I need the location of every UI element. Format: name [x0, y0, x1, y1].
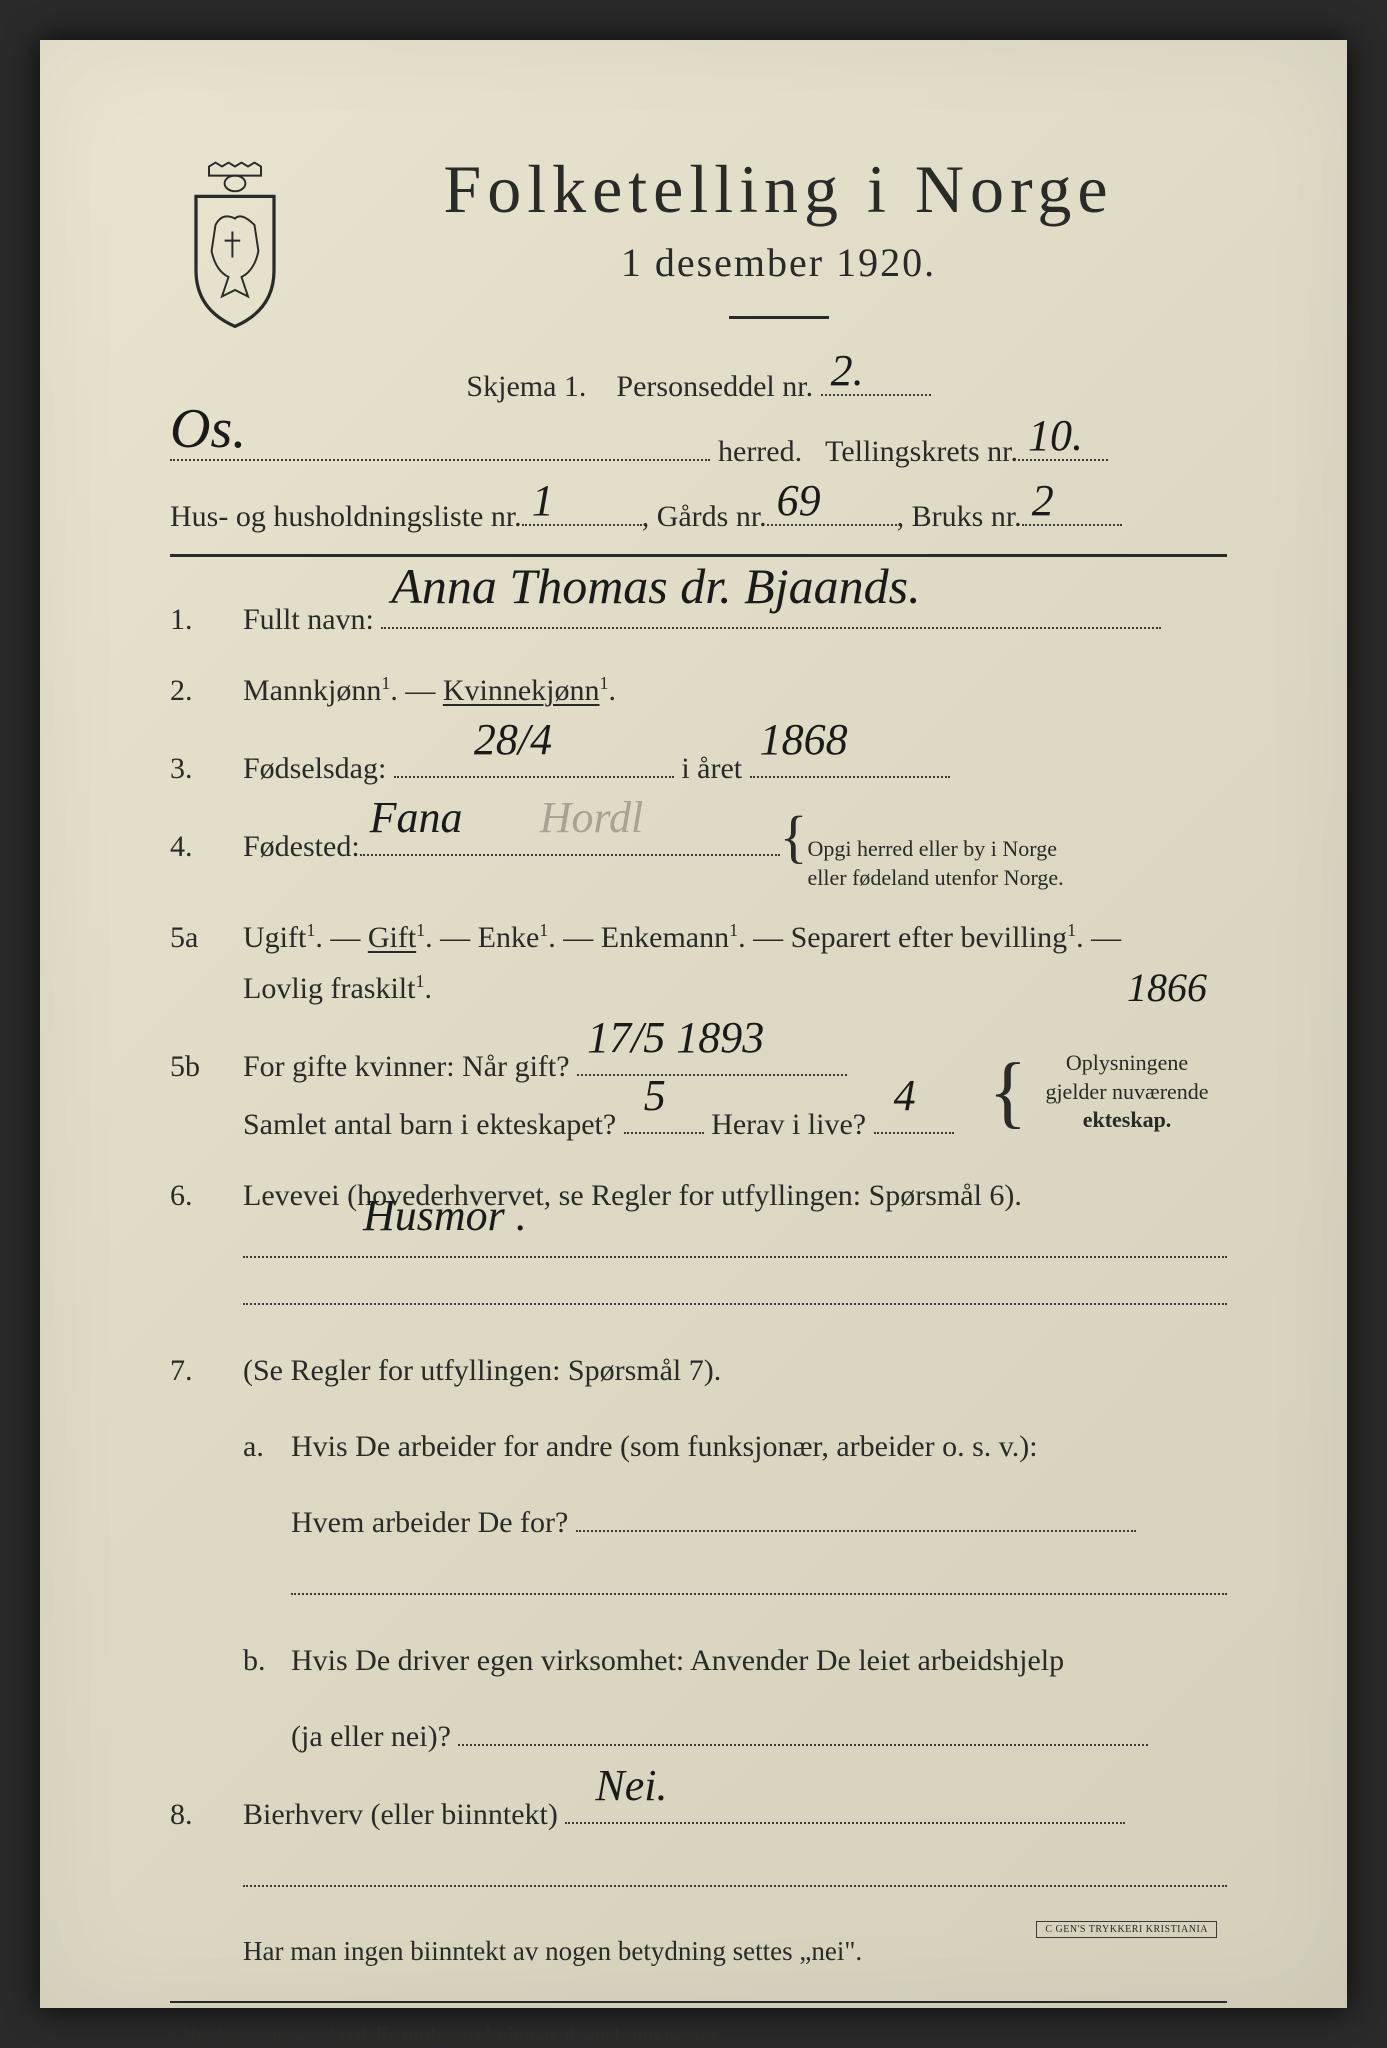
q1-label: Fullt navn:: [243, 603, 374, 636]
q4-value: Fana: [370, 781, 463, 856]
q2-mann: Mannkjønn: [243, 674, 381, 707]
q5a-ugift: Ugift: [243, 921, 306, 954]
q2-sep: . —: [390, 674, 435, 707]
bruks-value: 2: [1032, 475, 1054, 526]
q2-kvinne: Kvinnekjønn: [443, 674, 600, 707]
q5b-marriage: 17/5 1893: [587, 1001, 764, 1076]
q1-value: Anna Thomas dr. Bjaands.: [391, 544, 920, 629]
q3-year-label: i året: [681, 752, 742, 785]
q5a-row: 5a Ugift1. — Gift1. — Enke1. — Enkemann1…: [170, 912, 1227, 1014]
coat-of-arms-icon: [170, 160, 300, 330]
footnote-marker: 1: [170, 2023, 177, 2038]
main-title: Folketelling i Norge: [330, 150, 1227, 229]
herred-name: Os.: [170, 397, 246, 461]
q2-end: .: [608, 674, 616, 707]
q8-label: Bierhverv (eller biinntekt): [243, 1798, 558, 1831]
q3-day: 28/4: [474, 703, 552, 778]
brace-icon: {: [989, 1060, 1027, 1124]
q5b-note: Oplysningene gjelder nuværende ekteskap.: [1027, 1049, 1227, 1135]
q4-label: Fødested:: [243, 821, 360, 872]
herred-label: herred.: [718, 435, 802, 469]
q6-value: Husmor .: [363, 1179, 527, 1254]
q7a-text1: Hvis De arbeider for andre (som funksjon…: [291, 1430, 1038, 1463]
title-divider: [729, 316, 829, 319]
q7-row: 7. (Se Regler for utfyllingen: Spørsmål …: [170, 1345, 1227, 1762]
census-form-page: Folketelling i Norge 1 desember 1920. Sk…: [40, 40, 1347, 2008]
header: Folketelling i Norge 1 desember 1920.: [170, 150, 1227, 344]
q8-value: Nei.: [595, 1749, 667, 1824]
q3-row: 3. Fødselsdag: 28/4 i året 1868: [170, 736, 1227, 794]
date-subtitle: 1 desember 1920.: [330, 239, 1227, 286]
q3-label: Fødselsdag:: [243, 752, 386, 785]
q5b-living: 4: [894, 1059, 916, 1134]
q5a-separert: Separert efter bevilling: [791, 921, 1068, 954]
q4-num: 4.: [170, 821, 225, 872]
q5a-enkemann: Enkemann: [601, 921, 729, 954]
q5a-lovlig: Lovlig fraskilt: [243, 972, 415, 1005]
q7-label: (Se Regler for utfyllingen: Spørsmål 7).: [243, 1354, 721, 1387]
q5a-enke: Enke: [478, 921, 540, 954]
personseddel-value: 2.: [831, 345, 864, 396]
q4-note: Opgi herred eller by i Norge eller fødel…: [808, 835, 1088, 892]
footnote: 1 Her kan svares ved tydelig understrekn…: [170, 2023, 1227, 2048]
q5b-total: 5: [644, 1059, 666, 1134]
q6-label: Levevei (hovederhvervet, se Regler for u…: [243, 1179, 1022, 1212]
q7-num: 7.: [170, 1345, 225, 1396]
personseddel-label: Personseddel nr.: [616, 370, 813, 403]
q7b-text2: (ja eller nei)?: [291, 1720, 451, 1753]
footnote-text: Her kan svares ved tydelig understreknin…: [182, 2024, 721, 2046]
husliste-label: Hus- og husholdningsliste nr.: [170, 500, 522, 534]
q4-row: 4. Fødested: Fana Hordl { Opgi herred el…: [170, 814, 1227, 892]
herred-line: Os. herred. Tellingskrets nr. 10.: [170, 419, 1227, 469]
q2-row: 2. Mannkjønn1. — Kvinnekjønn1.: [170, 665, 1227, 716]
q4-faded: Hordl: [540, 781, 644, 856]
q6-row: 6. Levevei (hovederhvervet, se Regler fo…: [170, 1170, 1227, 1325]
shield-svg: [170, 160, 300, 329]
q5b-label2: Samlet antal barn i ekteskapet?: [243, 1108, 616, 1141]
q5b-num: 5b: [170, 1041, 225, 1092]
q5b-row: 5b For gifte kvinner: Når gift? 17/5 189…: [170, 1034, 1227, 1150]
q1-row: 1. Fullt navn: Anna Thomas dr. Bjaands.: [170, 587, 1227, 645]
brace-icon: {: [780, 814, 808, 860]
q2-num: 2.: [170, 665, 225, 716]
footer-divider: [170, 2001, 1227, 2003]
tellingskrets-label: Tellingskrets nr.: [825, 435, 1018, 469]
q3-year: 1868: [760, 703, 848, 778]
skjema-line: Skjema 1. Personseddel nr. 2.: [170, 354, 1227, 404]
gards-value: 69: [777, 475, 821, 526]
q5a-gift: Gift: [368, 921, 416, 954]
tellingskrets-value: 10.: [1028, 410, 1083, 461]
skjema-label: Skjema 1.: [466, 370, 586, 403]
gards-label: , Gårds nr.: [642, 500, 767, 534]
q8-num: 8.: [170, 1789, 225, 1840]
q7b-text1: Hvis De driver egen virksomhet: Anvender…: [291, 1644, 1064, 1677]
q8-row: 8. Bierhverv (eller biinntekt) Nei.: [170, 1782, 1227, 1907]
q5b-label3: Herav i live?: [711, 1108, 866, 1141]
printer-mark: C GEN'S TRYKKERI KRISTIANIA: [1036, 1921, 1217, 1938]
q7b-num: b.: [243, 1635, 273, 1762]
title-block: Folketelling i Norge 1 desember 1920.: [330, 150, 1227, 344]
q1-num: 1.: [170, 594, 225, 645]
q7a-num: a.: [243, 1421, 273, 1615]
q3-num: 3.: [170, 743, 225, 794]
bruks-label: , Bruks nr.: [897, 500, 1022, 534]
husliste-line: Hus- og husholdningsliste nr. 1 , Gårds …: [170, 484, 1227, 534]
q7a-text2: Hvem arbeider De for?: [291, 1506, 568, 1539]
q5a-margin-year: 1866: [1127, 954, 1207, 1022]
q5b-label1: For gifte kvinner: Når gift?: [243, 1050, 570, 1083]
q6-num: 6.: [170, 1170, 225, 1221]
husliste-value: 1: [532, 475, 554, 526]
q5a-num: 5a: [170, 912, 225, 963]
